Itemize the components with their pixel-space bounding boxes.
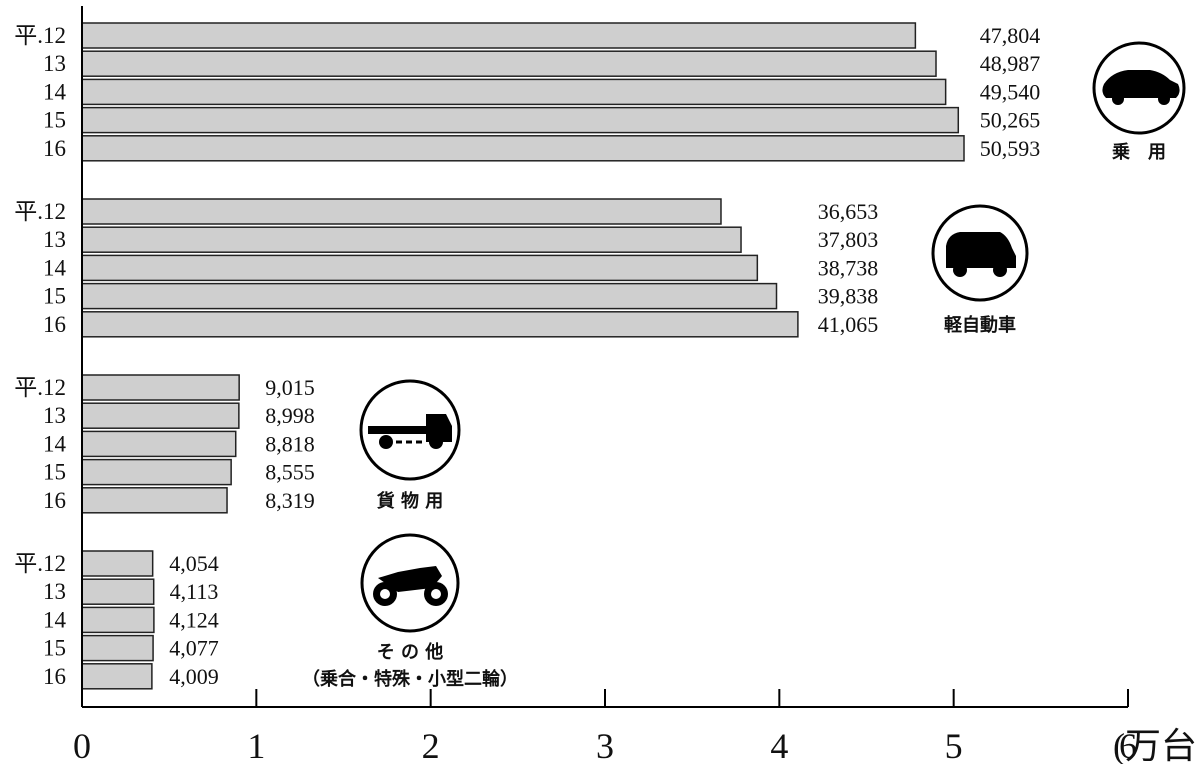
year-label: 15 [43, 108, 66, 133]
bar [81, 311, 799, 338]
bar-group: 平.12 4,054 13 4,113 14 4,124 15 4,077 16 4,009 [14, 550, 219, 690]
year-label: 平.12 [14, 199, 66, 224]
value-label: 4,124 [169, 607, 219, 632]
bar [81, 487, 228, 514]
year-label: 14 [43, 255, 67, 280]
x-tick-label: 0 [73, 726, 91, 764]
value-label: 37,803 [818, 227, 879, 252]
bar [81, 226, 742, 253]
x-tick-label: 6 [1119, 726, 1137, 764]
x-tick-label: 2 [422, 726, 440, 764]
bar [81, 606, 155, 634]
bar [81, 135, 965, 162]
category-label: 乗 用 [1112, 142, 1166, 163]
kei-car-icon [931, 204, 1029, 302]
value-label: 8,319 [265, 488, 315, 513]
x-axis: 0 1 2 3 4 5 6(万台) [73, 6, 1195, 764]
year-label: 14 [43, 431, 67, 456]
bar-group: 平.12 47,804 13 48,987 14 49,540 15 50,265 16 50,5… [14, 22, 1041, 162]
x-tick-label: 3 [596, 726, 614, 764]
value-label: 4,077 [169, 636, 219, 661]
value-label: 8,555 [265, 460, 315, 485]
value-label: 4,113 [170, 579, 219, 604]
bar [81, 458, 232, 486]
value-label: 4,009 [169, 664, 219, 689]
bar-group: 平.12 9,015 13 8,998 14 8,818 15 8,555 16 8,319 [14, 374, 315, 514]
bar [81, 578, 155, 605]
year-label: 15 [43, 636, 66, 661]
bar [81, 374, 240, 401]
car-icon [1092, 41, 1186, 135]
bar [81, 634, 154, 662]
bar [81, 78, 947, 106]
category-sublabel: （乗合・特殊・小型二輪） [302, 668, 518, 690]
category-label: そ の 他 [377, 641, 444, 663]
bar [81, 198, 722, 225]
value-label: 9,015 [265, 375, 315, 400]
bar [81, 402, 240, 429]
x-tick-label: 4 [770, 726, 788, 764]
year-label: 平.12 [14, 551, 66, 576]
value-label: 36,653 [818, 199, 879, 224]
year-label: 平.12 [14, 375, 66, 400]
bar [81, 106, 960, 134]
truck-icon [359, 379, 461, 481]
bar [81, 430, 237, 458]
bar [81, 254, 759, 282]
value-label: 8,998 [265, 403, 315, 428]
year-label: 13 [43, 403, 66, 428]
value-label: 47,804 [980, 23, 1041, 48]
category-label: 軽自動車 [944, 314, 1016, 336]
value-label: 39,838 [818, 284, 879, 309]
year-label: 16 [43, 664, 66, 689]
year-label: 14 [43, 607, 67, 632]
x-tick-label: 1 [247, 726, 265, 764]
year-label: 13 [43, 227, 66, 252]
value-label: 38,738 [818, 255, 879, 280]
bar [81, 663, 153, 690]
bar-group: 平.12 36,653 13 37,803 14 38,738 15 39,838 16 41,0… [14, 198, 879, 338]
bar [81, 50, 937, 77]
value-label: 50,265 [980, 108, 1041, 133]
x-tick-label: 5 [945, 726, 963, 764]
year-label: 16 [43, 136, 66, 161]
bar [81, 22, 917, 49]
value-label: 41,065 [818, 312, 879, 337]
year-label: 14 [43, 79, 67, 104]
year-label: 16 [43, 488, 66, 513]
year-label: 平.12 [14, 23, 66, 48]
value-label: 4,054 [169, 551, 219, 576]
bars-layer: 平.12 47,804 13 48,987 14 49,540 15 50,265 16 50,5… [14, 22, 1041, 690]
bar [81, 550, 154, 577]
year-label: 15 [43, 460, 66, 485]
category-label: 貨 物 用 [377, 490, 444, 512]
year-label: 15 [43, 284, 66, 309]
value-label: 8,818 [265, 431, 315, 456]
value-label: 49,540 [980, 79, 1041, 104]
year-label: 13 [43, 51, 66, 76]
year-label: 16 [43, 312, 66, 337]
x-unit-label: (万台) [1113, 726, 1195, 764]
value-label: 50,593 [980, 136, 1041, 161]
motorcycle-icon [360, 533, 460, 633]
year-label: 13 [43, 579, 66, 604]
bar [81, 282, 778, 310]
value-label: 48,987 [980, 51, 1041, 76]
